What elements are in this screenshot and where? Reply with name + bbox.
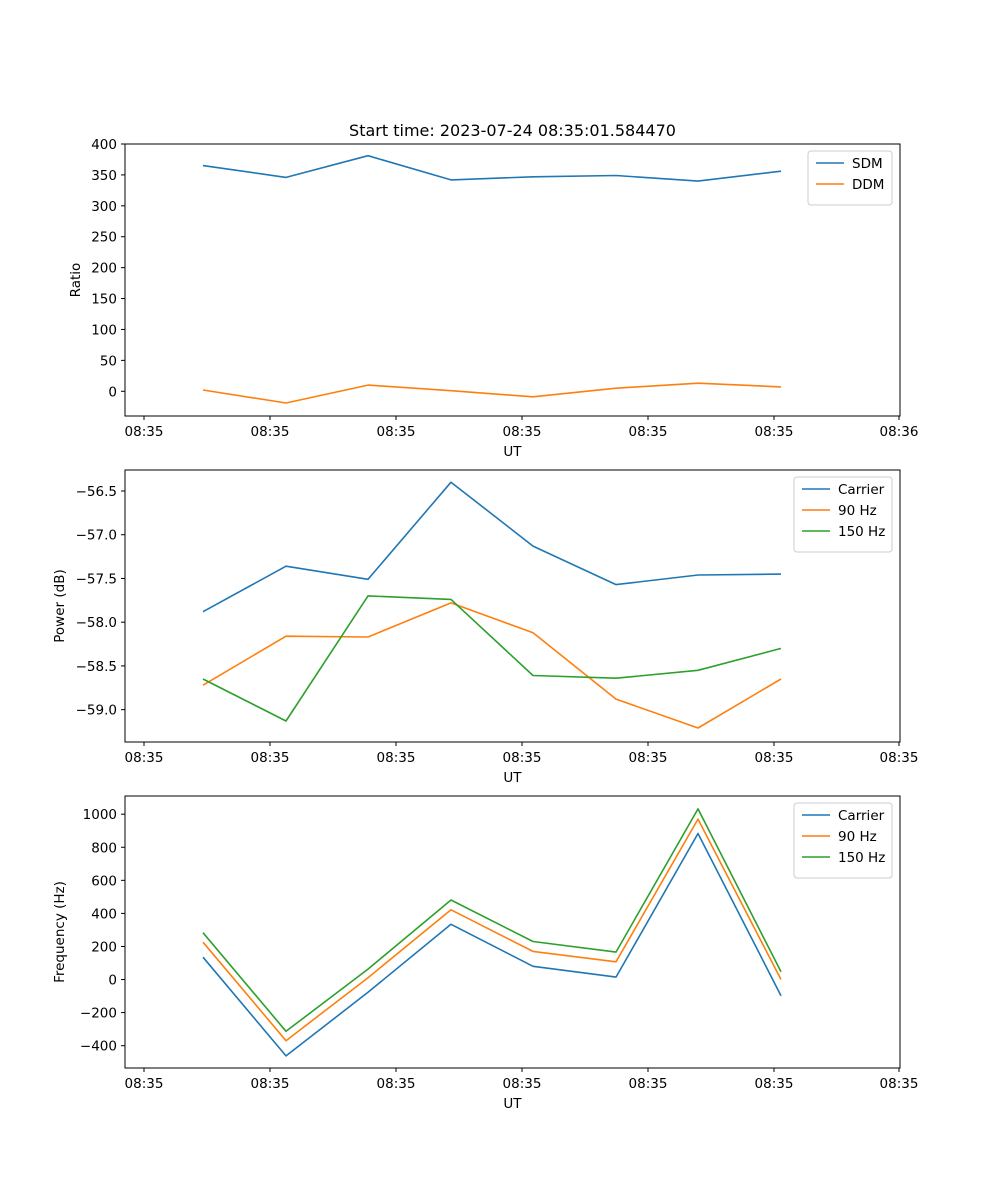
- y-axis-label: Power (dB): [52, 569, 68, 642]
- x-tick-label: 08:35: [629, 424, 668, 440]
- series-line-90-hz: [202, 602, 782, 729]
- series-line-carrier: [202, 481, 782, 613]
- legend-box: [807, 150, 893, 206]
- x-tick-label: 08:35: [251, 750, 290, 766]
- series-line-150-hz: [202, 595, 782, 722]
- x-tick-label: 08:35: [629, 1076, 668, 1092]
- series-line-sdm: [202, 154, 782, 182]
- x-tick-label: 08:35: [755, 750, 794, 766]
- x-tick-label: 08:35: [755, 1076, 794, 1092]
- legend-label: 90 Hz: [838, 503, 877, 519]
- y-tick-label: 250: [91, 230, 117, 246]
- x-axis-label: UT: [503, 770, 522, 786]
- y-tick-label: 300: [91, 199, 117, 215]
- y-axis-label: Frequency (Hz): [52, 881, 68, 983]
- chart-panel-1: Start time: 2023-07-24 08:35:01.584470 0 5…: [68, 121, 918, 460]
- legend-label: 150 Hz: [838, 850, 885, 866]
- x-tick-label: 08:35: [377, 424, 416, 440]
- chart-panel-2: −59.0 −58.5 −58.0 −57.5 −57.0 −56.5 08:35 08:35…: [52, 469, 919, 786]
- plot-frame: [124, 143, 901, 417]
- x-tick-label: 08:35: [125, 1076, 164, 1092]
- x-tick-label: 08:35: [377, 1076, 416, 1092]
- y-tick-label: −58.5: [76, 659, 117, 675]
- chart-panel-3: −400 −200 0 200 400 600 800 1000 08:35 08:35 08:35…: [52, 795, 919, 1112]
- x-tick-label: 08:35: [503, 1076, 542, 1092]
- x-tick-label: 08:35: [251, 1076, 290, 1092]
- legend-label: DDM: [852, 177, 884, 193]
- y-tick-label: 600: [91, 873, 117, 889]
- x-tick-label: 08:36: [880, 424, 919, 440]
- y-tick-label: −58.0: [76, 615, 117, 631]
- x-axis-label: UT: [503, 1096, 522, 1112]
- y-tick-label: 1000: [83, 807, 117, 823]
- legend-box: [793, 802, 893, 879]
- x-tick-label: 08:35: [755, 424, 794, 440]
- y-tick-label: 200: [91, 261, 117, 277]
- y-tick-label: 100: [91, 322, 117, 338]
- legend: SDM DDM: [807, 150, 893, 206]
- y-tick-label: 400: [91, 906, 117, 922]
- y-tick-label: 150: [91, 292, 117, 308]
- series-line-carrier: [202, 832, 782, 1057]
- x-tick-label: 08:35: [125, 424, 164, 440]
- x-tick-label: 08:35: [880, 750, 919, 766]
- x-tick-label: 08:35: [629, 750, 668, 766]
- y-tick-label: −56.5: [76, 484, 117, 500]
- y-tick-label: −200: [80, 1006, 117, 1022]
- y-tick-label: −57.0: [76, 528, 117, 544]
- chart-title: Start time: 2023-07-24 08:35:01.584470: [349, 121, 676, 140]
- legend-label: Carrier: [838, 482, 885, 498]
- y-tick-label: −57.5: [76, 571, 117, 587]
- legend: Carrier 90 Hz 150 Hz: [793, 802, 893, 879]
- plot-frame: [124, 795, 901, 1069]
- y-axis-label: Ratio: [68, 263, 84, 298]
- y-tick-label: 0: [108, 973, 117, 989]
- legend-label: SDM: [852, 156, 883, 172]
- series-line-150-hz: [202, 808, 782, 1033]
- x-tick-label: 08:35: [251, 424, 290, 440]
- x-tick-label: 08:35: [880, 1076, 919, 1092]
- y-tick-label: 0: [108, 384, 117, 400]
- legend-box: [793, 476, 893, 553]
- x-tick-label: 08:35: [125, 750, 164, 766]
- y-tick-label: 400: [91, 137, 117, 153]
- x-tick-label: 08:35: [503, 750, 542, 766]
- legend-label: 90 Hz: [838, 829, 877, 845]
- y-tick-label: −59.0: [76, 703, 117, 719]
- series-line-ddm: [202, 382, 782, 404]
- legend-label: Carrier: [838, 808, 885, 824]
- y-tick-label: 350: [91, 168, 117, 184]
- y-tick-label: 200: [91, 939, 117, 955]
- x-axis-label: UT: [503, 444, 522, 460]
- x-tick-label: 08:35: [377, 750, 416, 766]
- y-tick-label: 800: [91, 840, 117, 856]
- legend-label: 150 Hz: [838, 524, 885, 540]
- legend: Carrier 90 Hz 150 Hz: [793, 476, 893, 553]
- y-tick-label: −400: [80, 1039, 117, 1055]
- series-line-90-hz: [202, 818, 782, 1042]
- y-tick-label: 50: [100, 353, 117, 369]
- plot-frame: [124, 469, 901, 743]
- x-tick-label: 08:35: [503, 424, 542, 440]
